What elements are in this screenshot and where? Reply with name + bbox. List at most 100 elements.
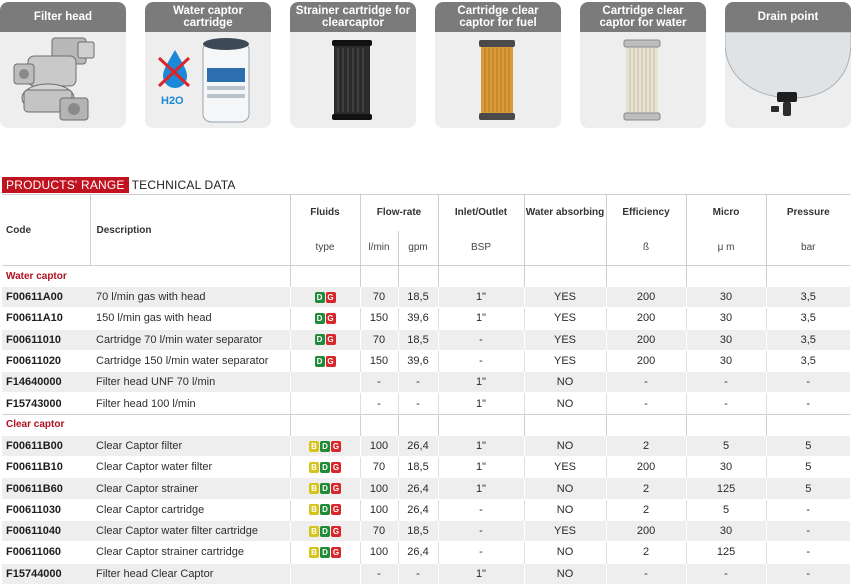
table-row[interactable]: F00611040 Clear Captor water filter cartr… xyxy=(2,519,851,542)
fluid-badge-d: D xyxy=(314,313,325,325)
cell-micro: 30 xyxy=(685,285,767,308)
cell-gpm: 18,5 xyxy=(397,456,439,478)
cell-efficiency: - xyxy=(605,392,687,415)
header-micron: μ m xyxy=(685,230,767,266)
table-row[interactable]: F00611020 Cartridge 150 l/min water separ… xyxy=(2,349,851,372)
card-strainer-cartridge[interactable]: Strainer cartridge for clearcaptor xyxy=(290,2,416,128)
cell-fluids xyxy=(289,562,360,585)
strainer-cartridge-image xyxy=(332,40,372,120)
products-range-tag: PRODUCTS' RANGE xyxy=(2,176,129,193)
cell-water: YES xyxy=(523,285,607,308)
cell-water: NO xyxy=(523,371,607,393)
cell-description: Filter head 100 l/min xyxy=(90,392,290,415)
cell-gpm: 18,5 xyxy=(397,285,439,308)
table-row[interactable]: F00611B60 Clear Captor strainer B D G 100 26,4… xyxy=(2,477,851,500)
cell-water: NO xyxy=(523,434,607,457)
fluid-badge-g: G xyxy=(331,525,341,537)
table-row[interactable]: F00611A00 70 l/min gas with head D G 70 18,5 1… xyxy=(2,285,851,308)
table-row[interactable]: F00611060 Clear Captor strainer cartridge… xyxy=(2,541,851,564)
header-description: Description xyxy=(89,194,290,266)
cell-lmin: 100 xyxy=(359,477,398,500)
table-row[interactable]: F00611030 Clear Captor cartridge B D G 100 26,… xyxy=(2,498,851,521)
cell-code: F00611B10 xyxy=(2,456,90,478)
cell-micro: - xyxy=(685,392,767,415)
cell-pressure: - xyxy=(765,498,851,521)
cell-micro: 5 xyxy=(685,498,767,521)
cell-code: F00611010 xyxy=(2,328,90,351)
fluid-badge-g: G xyxy=(331,547,341,558)
card-fuel-cartridge[interactable]: Cartridge clear captor for fuel xyxy=(435,2,561,128)
cell-code: F00611B00 xyxy=(2,434,90,457)
fluid-badge-b: B xyxy=(309,440,319,452)
group-spacer xyxy=(397,265,439,287)
table-row[interactable]: F00611B00 Clear Captor filter B D G 100 26,4 1"… xyxy=(2,434,851,457)
card-title: Filter head xyxy=(0,2,126,32)
cell-micro: - xyxy=(685,371,767,393)
header-efficiency: Efficiency xyxy=(605,194,687,231)
cell-water: YES xyxy=(523,519,607,542)
table-row[interactable]: F15743000 Filter head 100 l/min - -1" NO - - - xyxy=(2,392,851,415)
cell-micro: 5 xyxy=(685,434,767,457)
card-water-captor-cartridge[interactable]: Water captor cartridge H2O xyxy=(145,2,271,128)
fuel-cartridge-image xyxy=(479,40,515,120)
cell-gpm: 18,5 xyxy=(397,328,439,351)
cell-description: 70 l/min gas with head xyxy=(90,285,290,308)
cell-code: F15744000 xyxy=(2,562,90,585)
fluid-badge-b: B xyxy=(309,461,319,473)
cell-pressure: 3,5 xyxy=(765,349,851,372)
group-title: Clear captor xyxy=(6,419,65,431)
cell-pressure: 3,5 xyxy=(765,328,851,351)
filter-head-image xyxy=(13,37,95,121)
cell-fluids xyxy=(289,392,360,415)
cell-description: 150 l/min gas with head xyxy=(90,307,290,330)
fluid-badge-g: G xyxy=(331,504,341,516)
cell-micro: 30 xyxy=(685,349,767,372)
table-row[interactable]: F00611A10 150 l/min gas with head D G 150 39,… xyxy=(2,307,851,330)
cell-water: NO xyxy=(523,562,607,585)
header-beta: ß xyxy=(605,230,687,266)
table-row[interactable]: F15744000 Filter head Clear Captor - -1" NO -… xyxy=(2,562,851,585)
cell-description: Clear Captor cartridge xyxy=(90,498,290,521)
header-gpm: gpm xyxy=(397,230,439,266)
card-title: Strainer cartridge for clearcaptor xyxy=(290,2,416,32)
card-filter-head[interactable]: Filter head xyxy=(0,2,126,128)
fluid-badge-g: G xyxy=(325,313,336,325)
header-bar: bar xyxy=(765,230,851,266)
cell-code: F00611060 xyxy=(2,541,90,564)
card-title: Water captor cartridge xyxy=(145,2,271,32)
cell-micro: 125 xyxy=(685,477,767,500)
cell-gpm: 26,4 xyxy=(397,477,439,500)
drain-point-image xyxy=(725,32,851,116)
fluid-badge-g: G xyxy=(325,334,336,346)
cell-pressure: 5 xyxy=(765,477,851,500)
group-spacer xyxy=(765,414,851,436)
group-spacer xyxy=(437,265,525,287)
table-row[interactable]: F14640000 Filter head UNF 70 l/min - -1" NO -… xyxy=(2,371,851,393)
group-spacer xyxy=(359,265,398,287)
fluid-badge-g: G xyxy=(331,483,341,495)
card-water-cartridge[interactable]: Cartridge clear captor for water xyxy=(580,2,706,128)
technical-data-title: TECHNICAL DATA xyxy=(131,177,236,192)
cell-pressure: - xyxy=(765,519,851,542)
header-water-absorbing: Water absorbing xyxy=(523,194,607,231)
table-body: Water captor F00611A00 70 l/min gas with h… xyxy=(2,265,851,585)
fluid-badge-d: D xyxy=(314,334,325,346)
table-row[interactable]: F00611B10 Clear Captor water filter B D G 70 1… xyxy=(2,456,851,478)
cell-pressure: 3,5 xyxy=(765,307,851,330)
card-drain-point[interactable]: Drain point xyxy=(725,2,851,128)
fluid-badge-b: B xyxy=(309,504,319,516)
table-row[interactable]: F00611010 Cartridge 70 l/min water separa… xyxy=(2,328,851,351)
cell-inlet: 1" xyxy=(437,456,525,478)
card-title: Cartridge clear captor for fuel xyxy=(435,2,561,32)
cell-gpm: 18,5 xyxy=(397,519,439,542)
header-fluids-type: type xyxy=(289,230,360,266)
cell-micro: 30 xyxy=(685,307,767,330)
cell-efficiency: 2 xyxy=(605,498,687,521)
h2o-label: H2O xyxy=(161,95,184,107)
